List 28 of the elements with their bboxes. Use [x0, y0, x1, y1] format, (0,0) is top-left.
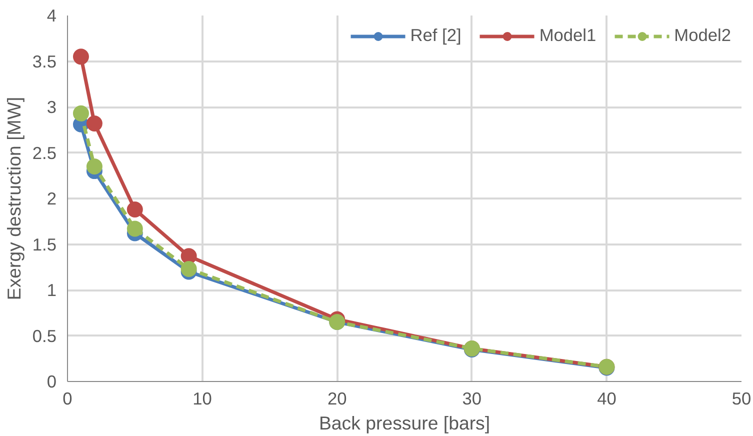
legend-label: Model1	[539, 25, 596, 46]
y-tick-label: 3.5	[32, 51, 57, 72]
y-tick-label: 0.5	[32, 326, 57, 346]
x-tick-label: 30	[462, 388, 482, 408]
point	[72, 48, 89, 65]
y-tick-label: 1	[46, 280, 57, 300]
y-tick-label: 3	[46, 97, 57, 117]
y-tick-label: 4	[46, 6, 57, 26]
x-tick-label: 50	[732, 388, 752, 408]
y-tick-label: 0	[46, 372, 57, 392]
point	[72, 105, 89, 122]
x-tick-label: 40	[597, 388, 616, 408]
point	[86, 158, 102, 174]
x-axis-title: Back pressure [bars]	[318, 412, 490, 434]
y-tick-label: 2	[46, 188, 57, 208]
y-tick-label: 1.5	[32, 234, 57, 254]
point	[126, 220, 143, 237]
x-tick-label: 10	[192, 388, 212, 408]
y-tick-label: 2.5	[32, 142, 57, 163]
point	[180, 260, 197, 277]
point	[86, 115, 102, 132]
point	[126, 201, 143, 218]
x-tick-label: 20	[327, 388, 347, 408]
point	[180, 248, 197, 264]
y-axis-title: Exergy destruction [MW]	[3, 96, 24, 300]
legend-label: Model2	[674, 25, 731, 46]
legend-label: Ref [2]	[410, 25, 462, 46]
x-tick-label: 0	[62, 388, 72, 408]
